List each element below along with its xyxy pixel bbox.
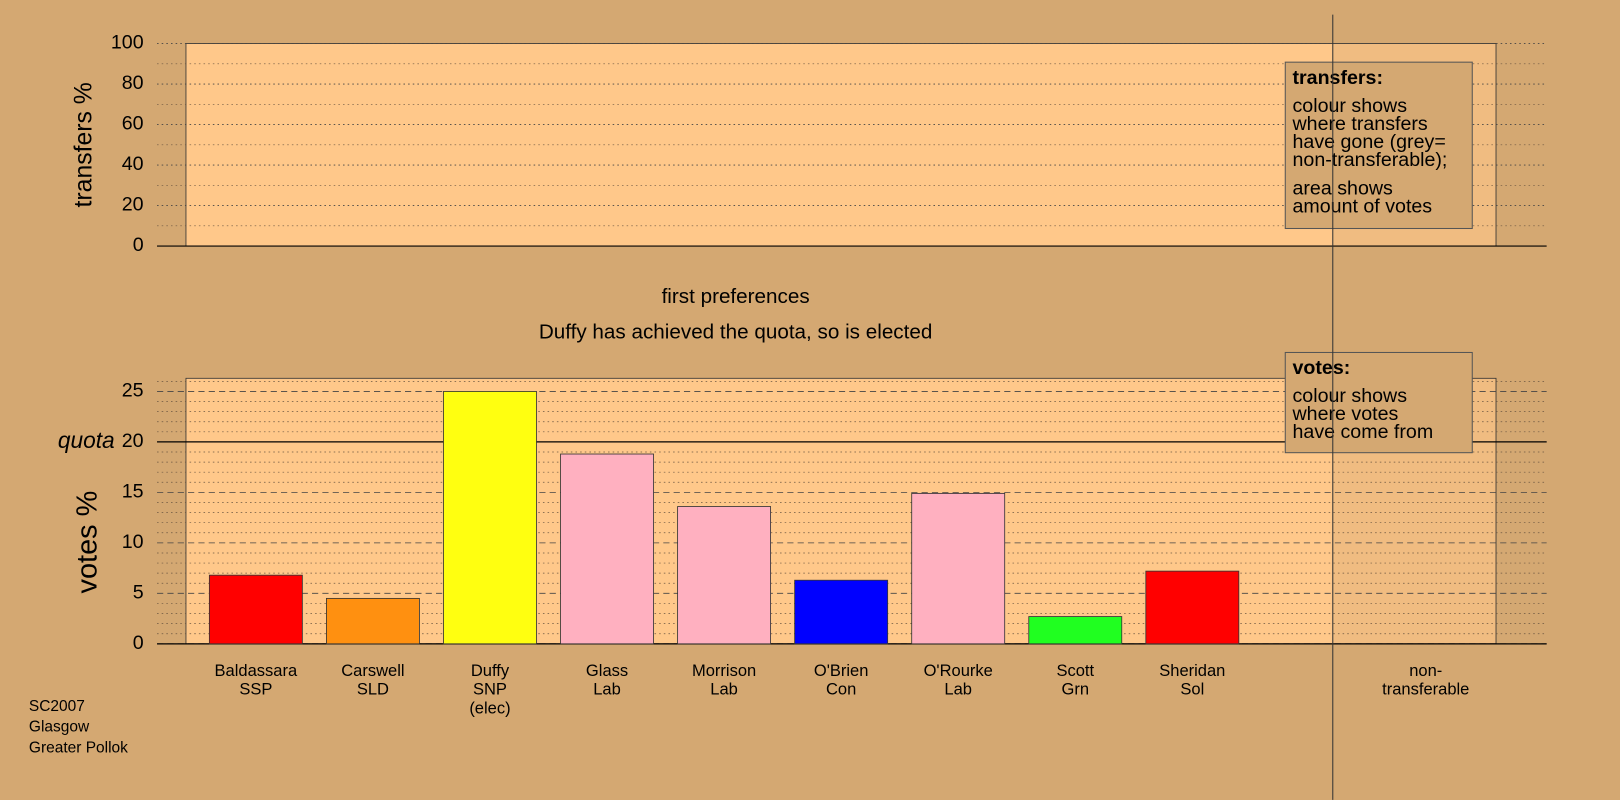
x-tick-label: Grn (1061, 680, 1089, 699)
x-tick-label: O'Rourke (924, 661, 993, 680)
footer-text: Greater Pollok (29, 739, 128, 756)
y-axis-label: transfers % (70, 82, 97, 207)
quota-label: quota (58, 427, 115, 453)
y-axis-label: votes % (71, 491, 103, 594)
legend-text: where votes (1291, 403, 1398, 425)
bar (326, 597, 420, 645)
bar (1145, 570, 1240, 645)
y-tick-label: 0 (133, 234, 144, 256)
x-tick-label: Baldassara (215, 661, 298, 680)
y-tick-label: 5 (133, 582, 144, 604)
legend-box (1284, 351, 1473, 454)
y-tick-label: 20 (122, 430, 144, 452)
x-tick-label: Sol (1180, 680, 1204, 699)
legend-text: have gone (grey= (1292, 131, 1445, 153)
y-tick-label: 20 (122, 194, 144, 216)
bar (911, 492, 1006, 645)
legend-heading: transfers: (1292, 67, 1383, 89)
x-tick-label: Lab (710, 680, 738, 699)
legend-text: amount of votes (1292, 196, 1432, 218)
x-tick-label: Duffy (471, 661, 510, 680)
chart-subtitle: Duffy has achieved the quota, so is elec… (539, 320, 933, 343)
y-tick-label: 15 (122, 481, 144, 503)
legend-text: where transfers (1291, 113, 1427, 135)
y-tick-label: 0 (133, 632, 144, 654)
y-tick-label: 10 (122, 531, 144, 553)
legend-text: colour shows (1292, 385, 1407, 407)
bar (443, 391, 537, 645)
legend-text: non-transferable); (1292, 149, 1447, 171)
x-tick-label: Lab (593, 680, 621, 699)
bar (794, 579, 889, 645)
bar (560, 453, 654, 645)
x-tick-label: Sheridan (1159, 661, 1225, 680)
bar (208, 574, 303, 645)
footer-text: SC2007 (29, 698, 85, 715)
x-tick-label: non- (1409, 661, 1442, 680)
legend-text: colour shows (1292, 95, 1407, 117)
x-tick-label: SSP (239, 680, 272, 699)
x-tick-label: (elec) (469, 698, 510, 717)
bar (677, 506, 771, 645)
x-tick-label: SNP (473, 680, 507, 699)
x-tick-label: Con (826, 680, 856, 699)
y-tick-label: 80 (122, 72, 144, 94)
legend-text: have come from (1292, 421, 1433, 443)
x-tick-label: transferable (1382, 680, 1469, 699)
x-tick-label: Scott (1056, 661, 1094, 680)
x-tick-label: Glass (586, 661, 628, 680)
chart-title: first preferences (662, 285, 810, 308)
y-tick-label: 100 (111, 32, 144, 54)
x-tick-label: Lab (944, 680, 972, 699)
footer-text: Glasgow (29, 719, 90, 736)
y-tick-label: 25 (122, 380, 144, 402)
x-tick-label: Carswell (341, 661, 404, 680)
legend-text: area shows (1292, 177, 1393, 199)
legend-box (1284, 61, 1473, 230)
y-tick-label: 40 (122, 153, 144, 175)
y-tick-label: 60 (122, 113, 144, 135)
bar (1028, 616, 1123, 645)
x-tick-label: SLD (357, 680, 389, 699)
x-tick-label: Morrison (692, 661, 756, 680)
x-tick-label: O'Brien (814, 661, 869, 680)
legend-heading: votes: (1292, 357, 1350, 379)
